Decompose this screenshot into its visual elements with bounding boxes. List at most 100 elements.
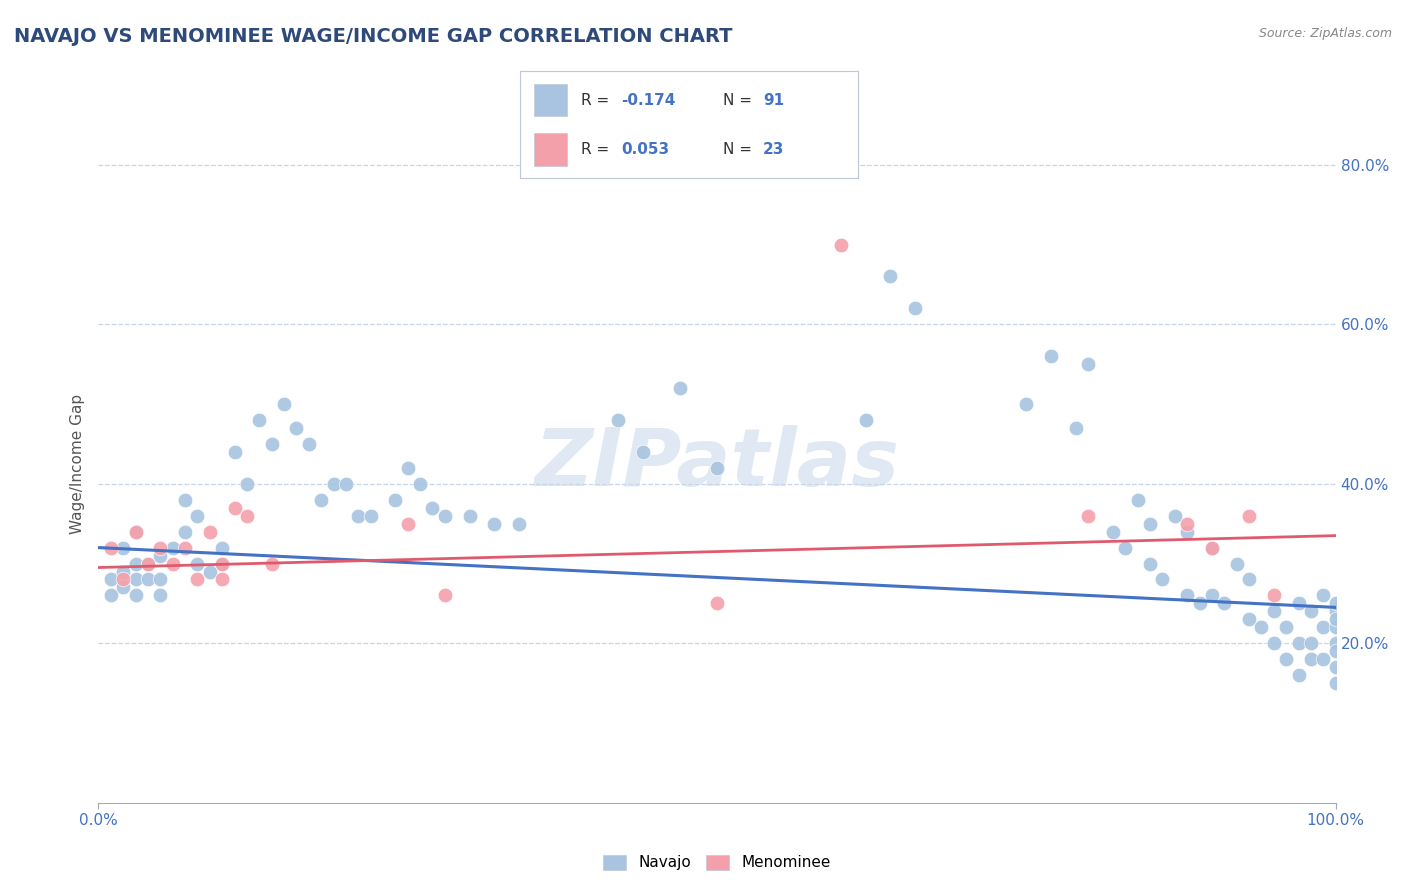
Point bbox=[1324, 612, 1347, 626]
Text: Source: ZipAtlas.com: Source: ZipAtlas.com bbox=[1258, 27, 1392, 40]
Point bbox=[422, 500, 444, 515]
Point bbox=[1188, 596, 1211, 610]
Point bbox=[198, 565, 221, 579]
Text: NAVAJO VS MENOMINEE WAGE/INCOME GAP CORRELATION CHART: NAVAJO VS MENOMINEE WAGE/INCOME GAP CORR… bbox=[14, 27, 733, 45]
Point bbox=[1126, 492, 1149, 507]
Point bbox=[1064, 421, 1087, 435]
Point bbox=[1077, 508, 1099, 523]
FancyBboxPatch shape bbox=[534, 84, 568, 116]
Point bbox=[112, 565, 135, 579]
Point bbox=[1201, 541, 1223, 555]
Point bbox=[1175, 524, 1198, 539]
Point bbox=[706, 460, 728, 475]
Point bbox=[1237, 508, 1260, 523]
Point bbox=[1288, 636, 1310, 650]
Text: ZIPatlas: ZIPatlas bbox=[534, 425, 900, 503]
Point bbox=[1324, 636, 1347, 650]
Point bbox=[1164, 508, 1187, 523]
Point bbox=[211, 573, 233, 587]
Point bbox=[1226, 557, 1249, 571]
Point bbox=[347, 508, 370, 523]
Point bbox=[1299, 604, 1322, 618]
Point bbox=[1275, 620, 1298, 634]
Point bbox=[1114, 541, 1136, 555]
Point bbox=[136, 557, 159, 571]
Point bbox=[100, 573, 122, 587]
Text: 0.053: 0.053 bbox=[621, 142, 669, 157]
Point bbox=[174, 524, 197, 539]
Point bbox=[1288, 596, 1310, 610]
Point bbox=[1015, 397, 1038, 411]
Point bbox=[124, 524, 146, 539]
Point bbox=[1275, 652, 1298, 666]
Text: 91: 91 bbox=[763, 93, 785, 108]
Point bbox=[1175, 516, 1198, 531]
Point bbox=[322, 476, 344, 491]
Point bbox=[706, 596, 728, 610]
Point bbox=[508, 516, 530, 531]
Point bbox=[1312, 652, 1334, 666]
Text: R =: R = bbox=[581, 142, 614, 157]
Point bbox=[149, 549, 172, 563]
Point bbox=[1152, 573, 1174, 587]
Point bbox=[260, 557, 283, 571]
Point bbox=[1201, 541, 1223, 555]
Point bbox=[136, 557, 159, 571]
Point bbox=[1175, 589, 1198, 603]
Point bbox=[247, 413, 270, 427]
Point bbox=[458, 508, 481, 523]
Point bbox=[433, 508, 456, 523]
Point bbox=[360, 508, 382, 523]
Point bbox=[384, 492, 406, 507]
Point bbox=[1299, 652, 1322, 666]
Point bbox=[1263, 636, 1285, 650]
Point bbox=[124, 573, 146, 587]
Point bbox=[1324, 596, 1347, 610]
Point bbox=[236, 508, 259, 523]
Point bbox=[124, 557, 146, 571]
Point bbox=[186, 573, 208, 587]
Point bbox=[224, 445, 246, 459]
Point bbox=[1201, 589, 1223, 603]
Point bbox=[879, 269, 901, 284]
Point bbox=[904, 301, 927, 316]
Point bbox=[100, 541, 122, 555]
Point bbox=[224, 500, 246, 515]
Point bbox=[396, 516, 419, 531]
Point bbox=[211, 557, 233, 571]
Point bbox=[149, 541, 172, 555]
Text: N =: N = bbox=[723, 93, 756, 108]
Point bbox=[1077, 357, 1099, 371]
Point bbox=[335, 476, 357, 491]
Y-axis label: Wage/Income Gap: Wage/Income Gap bbox=[70, 393, 86, 534]
Point bbox=[484, 516, 506, 531]
Point bbox=[1324, 620, 1347, 634]
Point bbox=[186, 557, 208, 571]
Point bbox=[211, 557, 233, 571]
Point bbox=[112, 573, 135, 587]
Point bbox=[1263, 604, 1285, 618]
Point bbox=[1040, 349, 1063, 363]
Point bbox=[236, 476, 259, 491]
Point bbox=[260, 437, 283, 451]
Point bbox=[285, 421, 308, 435]
Point bbox=[309, 492, 332, 507]
Point bbox=[433, 589, 456, 603]
Point bbox=[1263, 589, 1285, 603]
Point bbox=[631, 445, 654, 459]
Point bbox=[669, 381, 692, 395]
Point bbox=[1324, 644, 1347, 658]
Point bbox=[124, 589, 146, 603]
Point bbox=[1237, 573, 1260, 587]
Point bbox=[162, 557, 184, 571]
Text: 23: 23 bbox=[763, 142, 785, 157]
Point bbox=[1324, 604, 1347, 618]
Text: -0.174: -0.174 bbox=[621, 93, 676, 108]
Point bbox=[174, 492, 197, 507]
Point bbox=[1139, 557, 1161, 571]
Point bbox=[1213, 596, 1236, 610]
Point bbox=[396, 460, 419, 475]
Point bbox=[298, 437, 321, 451]
Point bbox=[1299, 636, 1322, 650]
Point bbox=[136, 573, 159, 587]
